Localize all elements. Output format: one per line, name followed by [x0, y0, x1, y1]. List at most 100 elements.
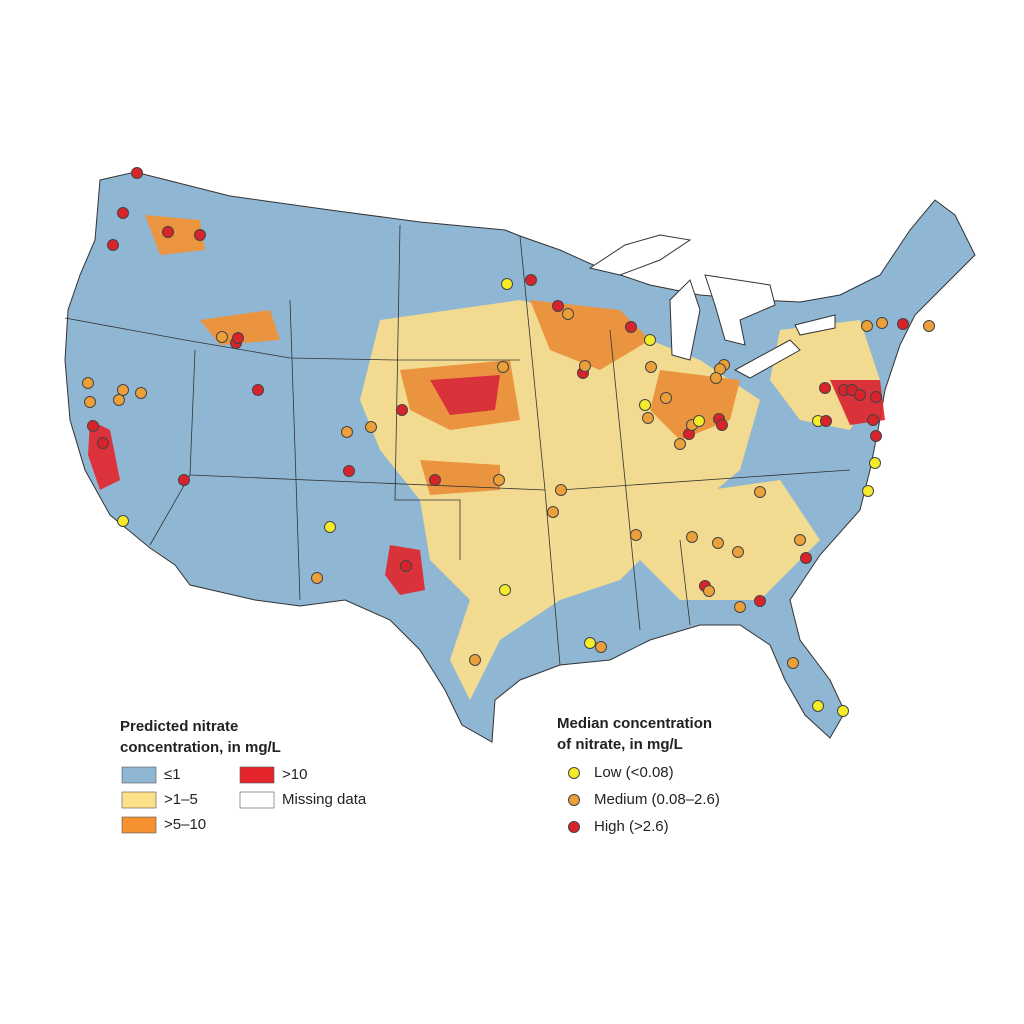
legend-label: >5–10: [164, 816, 206, 833]
site-marker: [854, 389, 866, 401]
lake: [704, 274, 776, 346]
site-marker: [923, 320, 935, 332]
site-marker: [870, 391, 882, 403]
site-marker: [493, 474, 505, 486]
site-marker: [584, 637, 596, 649]
site-marker: [837, 705, 849, 717]
legend-median: Median concentration of nitrate, in mg/L L…: [557, 715, 720, 835]
site-marker: [87, 420, 99, 432]
site-marker: [194, 229, 206, 241]
legend-swatch: [239, 766, 275, 784]
site-marker: [525, 274, 537, 286]
site-marker: [630, 529, 642, 541]
site-marker: [732, 546, 744, 558]
site-marker: [117, 515, 129, 527]
site-marker: [117, 207, 129, 219]
legend-label: >1–5: [164, 791, 198, 808]
site-marker: [135, 387, 147, 399]
site-marker: [862, 485, 874, 497]
legend-label: High (>2.6): [594, 818, 669, 835]
site-marker: [497, 361, 509, 373]
site-marker: [820, 415, 832, 427]
border: [559, 469, 851, 491]
site-marker: [754, 486, 766, 498]
area: [530, 300, 650, 370]
site-marker: [117, 384, 129, 396]
legend-label: ≤1: [164, 766, 181, 783]
legend-swatch: [121, 766, 157, 784]
legend-title: concentration, in mg/L: [120, 739, 281, 756]
lake: [588, 234, 692, 276]
site-marker: [644, 334, 656, 346]
site-marker: [867, 414, 879, 426]
area: [640, 480, 820, 600]
legend-title: Median concentration: [557, 715, 712, 732]
map: [64, 167, 976, 743]
area: [430, 375, 500, 415]
site-marker: [645, 361, 657, 373]
site-marker: [97, 437, 109, 449]
site-marker: [734, 601, 746, 613]
legend-title: Predicted nitrate: [120, 718, 238, 735]
site-marker: [716, 419, 728, 431]
site-marker: [787, 657, 799, 669]
site-marker: [861, 320, 873, 332]
border: [189, 474, 546, 491]
site-marker: [642, 412, 654, 424]
site-marker: [674, 438, 686, 450]
legend-swatch: [239, 791, 275, 809]
border: [519, 235, 561, 666]
site-marker: [178, 474, 190, 486]
site-marker: [686, 531, 698, 543]
border: [609, 329, 641, 631]
site-marker: [400, 560, 412, 572]
site-marker: [162, 226, 174, 238]
site-marker: [232, 332, 244, 344]
area: [145, 215, 205, 255]
site-marker: [710, 372, 722, 384]
site-marker: [693, 415, 705, 427]
site-marker: [819, 382, 831, 394]
site-marker: [579, 360, 591, 372]
site-marker: [552, 300, 564, 312]
site-marker: [469, 654, 481, 666]
sampling-sites: [82, 167, 935, 717]
site-marker: [396, 404, 408, 416]
area: [88, 420, 120, 490]
site-marker: [501, 278, 513, 290]
legend-title: of nitrate, in mg/L: [557, 736, 683, 753]
site-marker: [703, 585, 715, 597]
site-marker: [311, 572, 323, 584]
area: [420, 460, 500, 495]
site-marker: [794, 534, 806, 546]
site-marker: [429, 474, 441, 486]
site-marker: [660, 392, 672, 404]
legend-label: Medium (0.08–2.6): [594, 791, 720, 808]
border: [64, 317, 520, 361]
site-marker: [365, 421, 377, 433]
site-marker: [812, 700, 824, 712]
site-marker: [595, 641, 607, 653]
legend-swatch: [121, 816, 157, 834]
site-marker: [876, 317, 888, 329]
site-marker: [324, 521, 336, 533]
site-marker: [216, 331, 228, 343]
legend-swatch: [121, 791, 157, 809]
lake: [733, 339, 801, 379]
site-marker: [343, 465, 355, 477]
border: [394, 224, 461, 560]
lake: [669, 279, 701, 361]
site-marker: [107, 239, 119, 251]
site-marker: [869, 457, 881, 469]
site-marker: [555, 484, 567, 496]
site-marker: [547, 506, 559, 518]
site-marker: [252, 384, 264, 396]
lake: [794, 314, 836, 336]
legend-label: >10: [282, 766, 307, 783]
site-marker: [897, 318, 909, 330]
site-marker: [84, 396, 96, 408]
site-marker: [113, 394, 125, 406]
legend-marker: [568, 794, 580, 806]
site-marker: [499, 584, 511, 596]
